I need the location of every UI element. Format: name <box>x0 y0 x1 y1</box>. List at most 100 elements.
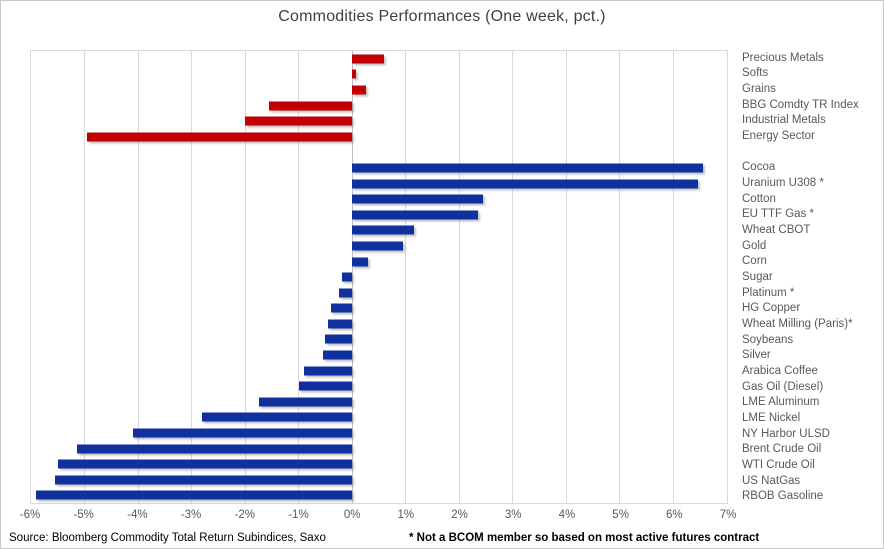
category-label: BBG Comdty TR Index <box>742 98 859 111</box>
bar-wheat-cbot <box>352 225 414 235</box>
category-label: Wheat Milling (Paris)* <box>742 317 853 330</box>
bar-row <box>31 363 727 379</box>
bar-wheat-milling-paris <box>328 319 353 329</box>
bar-row <box>31 82 727 98</box>
category-label-spacer <box>742 144 882 160</box>
bar-corn <box>352 257 369 267</box>
bar-row <box>31 425 727 441</box>
x-tick-label: 4% <box>558 509 576 521</box>
bar-softs <box>352 69 356 79</box>
bar-row <box>31 347 727 363</box>
bar-soybeans <box>325 334 353 344</box>
category-label: Energy Sector <box>742 130 815 143</box>
x-tick-label: -5% <box>73 509 94 521</box>
category-label: HG Copper <box>742 302 801 315</box>
gridline <box>244 51 246 503</box>
gridline <box>298 51 300 503</box>
bar-bbg-comdty-tr-index <box>269 101 353 111</box>
source-note: Source: Bloomberg Commodity Total Return… <box>9 532 326 544</box>
x-tick-label: -2% <box>234 509 255 521</box>
bar-row <box>31 410 727 426</box>
bar-cocoa <box>352 163 703 173</box>
category-label: US NatGas <box>742 474 801 487</box>
bar-wti-crude-oil <box>57 459 353 469</box>
category-label: Gas Oil (Diesel) <box>742 380 824 393</box>
bar-us-natgas <box>55 475 353 485</box>
bar-row <box>31 254 727 270</box>
category-label: Softs <box>742 67 769 80</box>
x-axis: -6% -5% -4% -3% -2% -1% 0% 1% 2% 3% 4% 5% 6% 7% <box>1 509 883 525</box>
bar-platinum <box>338 288 353 298</box>
bar-ny-harbor-ulsd <box>132 428 353 438</box>
bar-row <box>31 488 727 504</box>
x-tick-label: 6% <box>665 509 683 521</box>
category-label: WTI Crude Oil <box>742 458 815 471</box>
bar-row <box>31 98 727 114</box>
bar-row <box>31 129 727 145</box>
bar-precious-metals <box>352 54 385 64</box>
gridline <box>84 51 86 503</box>
category-label: Cotton <box>742 192 776 205</box>
bar-lme-aluminum <box>258 397 353 407</box>
bar-row <box>31 191 727 207</box>
category-label: Gold <box>742 239 767 252</box>
category-label: Precious Metals <box>742 51 824 64</box>
bar-cotton <box>352 194 484 204</box>
category-label: RBOB Gasoline <box>742 490 824 503</box>
gridline <box>565 51 567 503</box>
bar-rbob-gasoline <box>36 490 353 500</box>
category-label: Corn <box>742 255 767 268</box>
category-label: Sugar <box>742 271 773 284</box>
bar-row <box>31 316 727 332</box>
bar-lme-nickel <box>202 412 353 422</box>
category-label: Arabica Coffee <box>742 364 818 377</box>
category-label: Brent Crude Oil <box>742 443 822 456</box>
bar-row <box>31 332 727 348</box>
bar-rows <box>31 51 727 503</box>
x-tick-label: 1% <box>397 509 415 521</box>
bar-brent-crude-oil <box>76 444 353 454</box>
gridline <box>405 51 407 503</box>
gridline <box>672 51 674 503</box>
bar-row <box>31 176 727 192</box>
x-tick-label: -6% <box>19 509 41 521</box>
bar-row <box>31 51 727 67</box>
x-tick-label: -4% <box>127 509 148 521</box>
category-label: Silver <box>742 349 771 362</box>
x-tick-label: -1% <box>288 509 309 521</box>
bar-row <box>31 394 727 410</box>
bar-row <box>31 238 727 254</box>
bar-row <box>31 67 727 83</box>
x-tick-label: -3% <box>180 509 202 521</box>
bar-row <box>31 472 727 488</box>
bar-row <box>31 223 727 239</box>
category-labels: Precious Metals Softs Grains BBG Comdty TR … <box>742 50 882 504</box>
bar-row <box>31 113 727 129</box>
bar-arabica-coffee <box>304 366 353 376</box>
gridline <box>191 51 193 503</box>
category-label: Platinum * <box>742 286 795 299</box>
category-label: Grains <box>742 83 776 96</box>
bar-row <box>31 207 727 223</box>
gridline <box>137 51 139 503</box>
x-tick-label: 0% <box>343 509 361 521</box>
x-tick-label: 3% <box>504 509 522 521</box>
bar-row <box>31 441 727 457</box>
category-label: LME Aluminum <box>742 396 820 409</box>
bar-grains <box>352 85 366 95</box>
bar-row <box>31 269 727 285</box>
chart-title: Commodities Performances (One week, pct.… <box>278 8 606 25</box>
bar-sugar <box>341 272 353 282</box>
bar-gas-oil-diesel <box>298 381 353 391</box>
bar-silver <box>322 350 353 360</box>
plot-area <box>30 50 728 504</box>
bar-row <box>31 378 727 394</box>
bar-industrial-metals <box>245 116 353 126</box>
category-label: Soybeans <box>742 333 794 346</box>
category-label: Uranium U308 * <box>742 177 824 190</box>
gridline <box>619 51 621 503</box>
x-tick-label: 2% <box>451 509 468 521</box>
category-label: EU TTF Gas * <box>742 208 814 221</box>
footnote: * Not a BCOM member so based on most act… <box>409 532 760 544</box>
